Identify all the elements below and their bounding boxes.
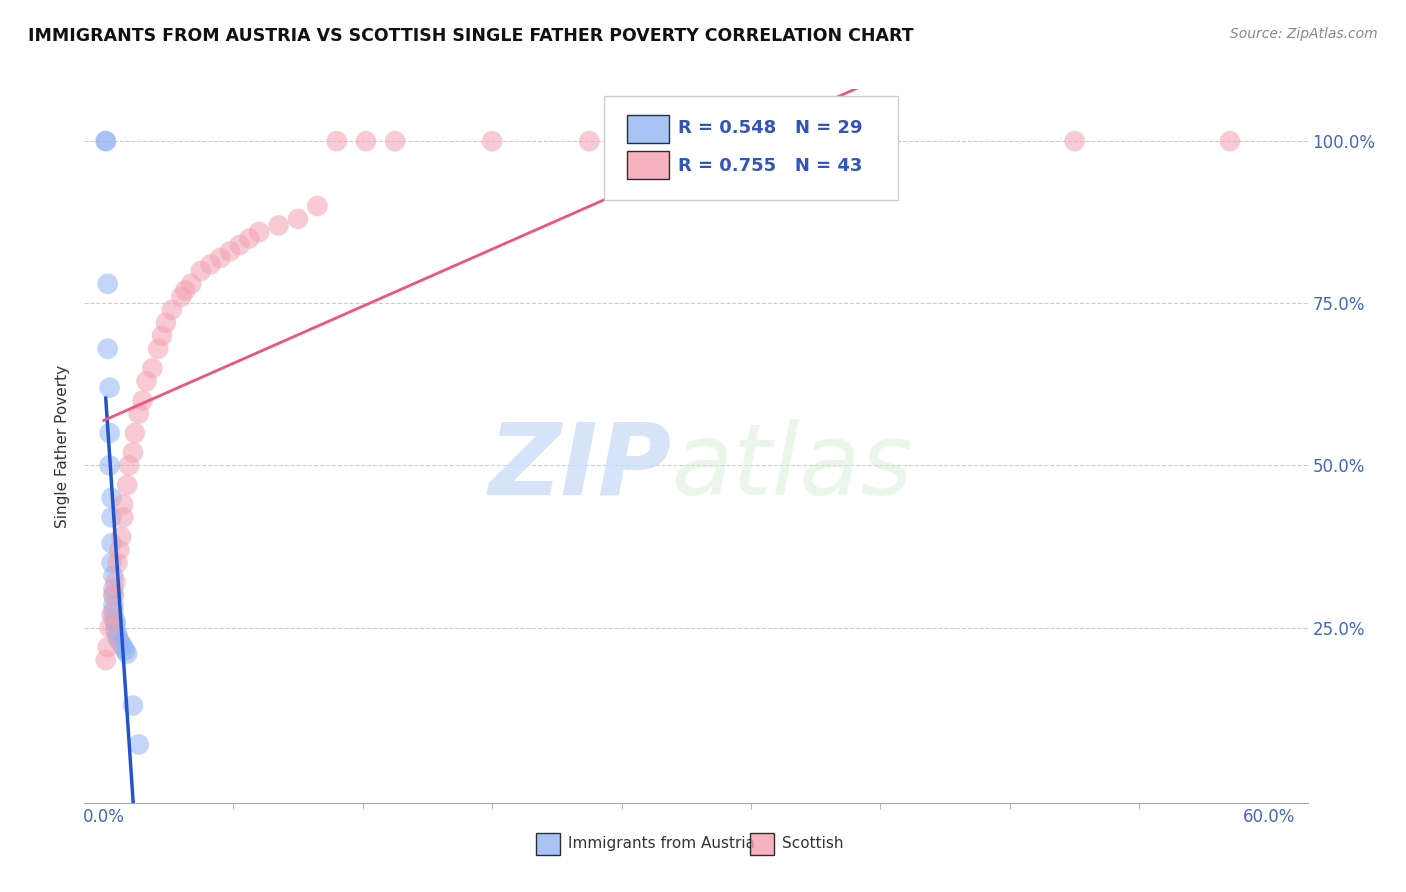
- Point: [122, 698, 145, 713]
- Point: [307, 199, 329, 213]
- Point: [114, 643, 136, 657]
- Point: [98, 621, 121, 635]
- Point: [267, 219, 290, 233]
- Point: [124, 425, 146, 440]
- Point: [128, 407, 150, 421]
- Point: [94, 134, 117, 148]
- FancyBboxPatch shape: [627, 115, 669, 143]
- Point: [135, 374, 157, 388]
- Point: [160, 302, 183, 317]
- Point: [219, 244, 242, 259]
- Text: Immigrants from Austria: Immigrants from Austria: [568, 836, 755, 851]
- Text: R = 0.755   N = 43: R = 0.755 N = 43: [678, 157, 862, 175]
- Point: [98, 381, 121, 395]
- Text: ZIP: ZIP: [488, 419, 672, 516]
- Point: [98, 425, 121, 440]
- Point: [100, 536, 122, 550]
- Point: [150, 328, 173, 343]
- Point: [326, 134, 349, 148]
- FancyBboxPatch shape: [627, 152, 669, 179]
- Point: [190, 264, 212, 278]
- Point: [94, 653, 117, 667]
- Point: [108, 542, 131, 557]
- Point: [100, 491, 122, 505]
- Point: [100, 556, 122, 570]
- Point: [100, 607, 122, 622]
- Point: [112, 497, 135, 511]
- Point: [103, 598, 125, 612]
- Point: [174, 283, 197, 297]
- Point: [97, 277, 120, 291]
- Point: [94, 134, 117, 148]
- Text: atlas: atlas: [672, 419, 912, 516]
- Point: [247, 225, 270, 239]
- Point: [238, 231, 260, 245]
- FancyBboxPatch shape: [605, 96, 898, 200]
- Point: [122, 445, 145, 459]
- Point: [115, 647, 138, 661]
- Point: [112, 640, 135, 654]
- Point: [103, 611, 125, 625]
- Point: [354, 134, 377, 148]
- Point: [100, 510, 122, 524]
- Point: [170, 290, 193, 304]
- Point: [1063, 134, 1085, 148]
- Point: [384, 134, 406, 148]
- Point: [105, 631, 128, 645]
- FancyBboxPatch shape: [536, 833, 560, 855]
- Point: [104, 624, 127, 638]
- FancyBboxPatch shape: [749, 833, 775, 855]
- Point: [481, 134, 503, 148]
- Point: [110, 637, 132, 651]
- Text: Source: ZipAtlas.com: Source: ZipAtlas.com: [1230, 27, 1378, 41]
- Point: [104, 614, 127, 628]
- Point: [1219, 134, 1241, 148]
- Point: [155, 316, 177, 330]
- Point: [104, 575, 127, 590]
- Point: [98, 458, 121, 473]
- Point: [103, 604, 125, 618]
- Point: [108, 633, 131, 648]
- Point: [146, 342, 169, 356]
- Point: [118, 458, 141, 473]
- Point: [128, 738, 150, 752]
- Point: [104, 617, 127, 632]
- Point: [578, 134, 600, 148]
- Point: [287, 211, 309, 226]
- Point: [103, 568, 125, 582]
- Point: [105, 627, 128, 641]
- Text: IMMIGRANTS FROM AUSTRIA VS SCOTTISH SINGLE FATHER POVERTY CORRELATION CHART: IMMIGRANTS FROM AUSTRIA VS SCOTTISH SING…: [28, 27, 914, 45]
- Point: [103, 588, 125, 602]
- Point: [228, 238, 250, 252]
- Point: [97, 640, 120, 654]
- Point: [110, 530, 132, 544]
- Point: [97, 342, 120, 356]
- Y-axis label: Single Father Poverty: Single Father Poverty: [55, 365, 70, 527]
- Point: [209, 251, 232, 265]
- Point: [115, 478, 138, 492]
- Text: R = 0.548   N = 29: R = 0.548 N = 29: [678, 120, 862, 137]
- Text: Scottish: Scottish: [782, 836, 844, 851]
- Point: [200, 257, 222, 271]
- Point: [112, 510, 135, 524]
- Point: [103, 588, 125, 602]
- Point: [180, 277, 202, 291]
- Point: [141, 361, 163, 376]
- Point: [105, 556, 128, 570]
- Point: [103, 582, 125, 596]
- Point: [131, 393, 153, 408]
